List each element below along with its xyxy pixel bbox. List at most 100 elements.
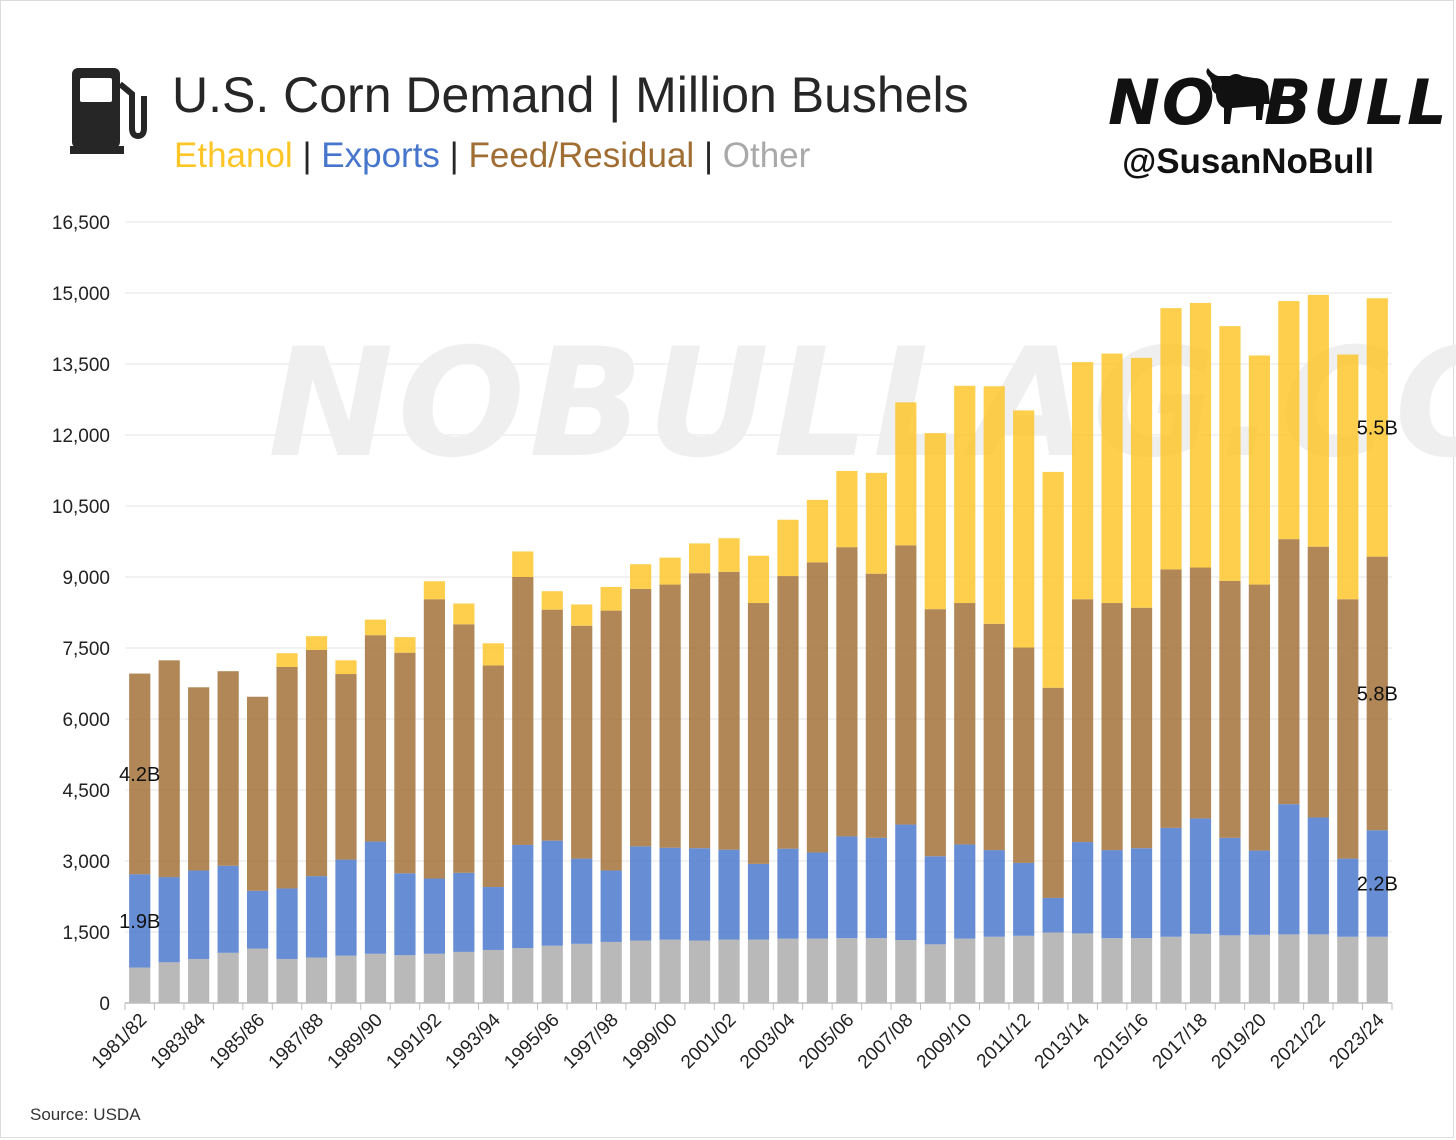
bar-segment-feed-residual: [1130, 607, 1153, 849]
logo-text-no: NO: [1108, 66, 1217, 139]
bar-segment-exports: [541, 840, 563, 946]
legend-separator: |: [703, 136, 714, 175]
bar-segment-ethanol: [924, 433, 946, 610]
bar-segment-other: [129, 967, 151, 1003]
bar-segment-ethanol: [630, 564, 652, 589]
logo-text-bull: BULL: [1264, 66, 1449, 139]
bar-segment-feed-residual: [423, 599, 445, 879]
bar-segment-ethanol: [541, 591, 563, 610]
bar-segment-feed-residual: [924, 609, 946, 857]
bar-segment-other: [158, 962, 180, 1003]
bar-segment-feed-residual: [364, 635, 387, 842]
bar-segment-other: [1307, 934, 1329, 1003]
data-label: 5.8B: [1357, 683, 1398, 705]
legend-other: Other: [722, 136, 811, 175]
bar-segment-exports: [188, 870, 210, 959]
y-tick-label: 7,500: [62, 639, 110, 660]
bar-segment-feed-residual: [1013, 647, 1035, 863]
bar-segment-feed-residual: [895, 545, 917, 825]
bar-segment-other: [1072, 933, 1094, 1003]
bar-segment-exports: [954, 844, 976, 939]
bar-segment-feed-residual: [188, 687, 210, 871]
bar-segment-ethanol: [688, 543, 711, 574]
data-label: 5.5B: [1357, 417, 1398, 439]
bar-segment-other: [983, 936, 1005, 1003]
bar-segment-exports: [1013, 862, 1035, 936]
data-label: 1.9B: [119, 911, 160, 933]
bar-segment-exports: [512, 844, 534, 949]
bar-segment-other: [1219, 935, 1241, 1003]
bar-segment-ethanol: [335, 660, 357, 675]
bar-segment-other: [541, 945, 563, 1003]
bar-segment-ethanol: [1278, 301, 1300, 540]
bar-segment-ethanol: [1337, 354, 1359, 600]
bar-segment-feed-residual: [1248, 584, 1271, 851]
bar-segment-exports: [659, 847, 681, 940]
bar-segment-exports: [924, 856, 946, 945]
y-tick-label: 13,500: [52, 355, 110, 376]
bar-segment-other: [276, 958, 298, 1003]
bar-segment-ethanol: [1101, 353, 1123, 604]
bar-segment-exports: [718, 849, 740, 940]
bar-segment-ethanol: [1042, 471, 1064, 688]
bar-segment-ethanol: [777, 519, 799, 577]
bar-segment-other: [954, 938, 976, 1003]
bar-segment-exports: [305, 876, 328, 958]
bar-segment-feed-residual: [453, 624, 475, 873]
bar-segment-feed-residual: [1307, 546, 1329, 818]
bar-segment-exports: [423, 878, 445, 954]
y-tick-label: 16,500: [52, 213, 110, 234]
bar-segment-exports: [1160, 827, 1182, 937]
bar-segment-feed-residual: [1101, 603, 1123, 851]
bar-segment-ethanol: [747, 555, 770, 604]
x-tick-label: 2009/10: [913, 1010, 976, 1073]
x-tick-label: 2011/12: [973, 1010, 1035, 1072]
bar-segment-ethanol: [836, 470, 858, 548]
bar-segment-exports: [364, 841, 387, 954]
x-tick-label: 2021/22: [1266, 1010, 1329, 1073]
bar-segment-exports: [1278, 804, 1300, 935]
y-tick-label: 9,000: [62, 568, 110, 589]
bar-segment-exports: [482, 887, 504, 950]
bar-segment-other: [482, 949, 504, 1003]
bar-segment-other: [217, 952, 239, 1003]
x-tick-label: 2019/20: [1208, 1010, 1271, 1073]
bar-segment-exports: [1337, 858, 1359, 937]
x-tick-label: 1995/96: [500, 1010, 563, 1073]
bar-segment-exports: [1248, 850, 1271, 935]
bar-segment-ethanol: [482, 643, 504, 666]
bar-segment-feed-residual: [1072, 599, 1094, 843]
bar-segment-ethanol: [865, 472, 887, 574]
bar-segment-feed-residual: [512, 577, 534, 845]
legend-ethanol: Ethanol: [174, 136, 293, 175]
bar-segment-exports: [158, 877, 180, 963]
x-tick-label: 2005/06: [795, 1010, 858, 1073]
bar-segment-other: [453, 951, 475, 1003]
bar-segment-feed-residual: [836, 547, 858, 837]
legend-separator: |: [449, 136, 459, 175]
bar-segment-exports: [1366, 830, 1388, 937]
bar-segment-other: [806, 938, 829, 1003]
bar-segment-exports: [335, 859, 357, 956]
bar-segment-feed-residual: [1337, 599, 1359, 859]
data-label: 4.2B: [119, 764, 160, 786]
bar-segment-feed-residual: [630, 588, 652, 847]
bar-segment-other: [512, 948, 534, 1003]
bar-segment-exports: [1307, 817, 1329, 935]
bar-segment-ethanol: [1130, 357, 1153, 608]
bar-segment-other: [659, 939, 681, 1003]
x-tick-label: 2015/16: [1090, 1010, 1153, 1073]
bar-segment-ethanol: [305, 636, 328, 650]
bar-segment-exports: [600, 870, 622, 942]
bar-segment-other: [747, 939, 770, 1003]
bar-segment-feed-residual: [541, 609, 563, 841]
x-tick-label: 1985/86: [206, 1010, 269, 1073]
bar-segment-feed-residual: [659, 584, 681, 848]
bar-segment-ethanol: [1189, 302, 1212, 568]
bar-segment-ethanol: [394, 637, 416, 653]
bar-segment-other: [718, 939, 740, 1003]
bar-segment-exports: [453, 872, 475, 952]
bar-segment-ethanol: [718, 538, 740, 572]
bar-segment-other: [305, 957, 328, 1003]
bar-segment-feed-residual: [983, 623, 1005, 851]
